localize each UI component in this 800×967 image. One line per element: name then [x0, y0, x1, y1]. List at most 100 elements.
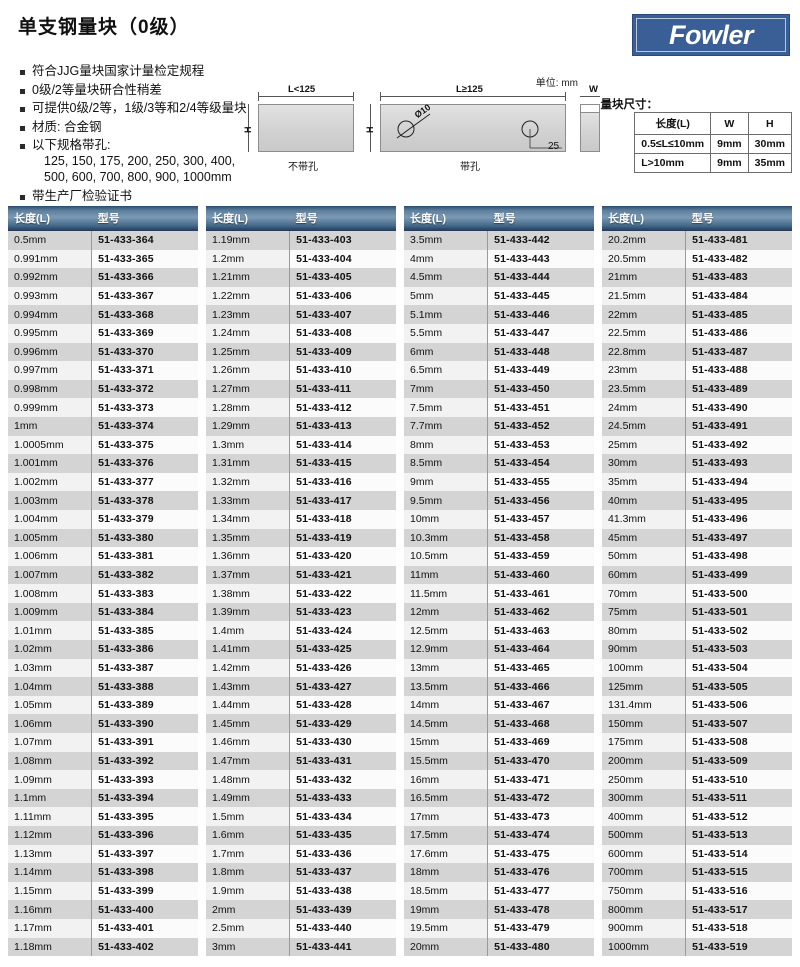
cell-model-number: 51-433-463	[487, 621, 594, 641]
table-row: 750mm 51-433-516	[602, 881, 792, 901]
cell-model-number: 51-433-394	[91, 788, 198, 808]
cell-model-number: 51-433-440	[289, 918, 396, 938]
table-row: 200mm 51-433-509	[602, 751, 792, 771]
hole-size-line-2: 500, 600, 700, 800, 900, 1000mm	[44, 170, 232, 184]
table-row: 18.5mm 51-433-477	[404, 881, 594, 901]
model-table: 长度(L) 型号 1.19mm 51-433-403 1.2mm 51-433-404 1.…	[206, 206, 396, 957]
cell-length: 3mm	[206, 937, 291, 957]
table-row: 0.996mm 51-433-370	[8, 342, 198, 362]
table-row: 20mm 51-433-480	[404, 937, 594, 957]
table-row: 0.993mm 51-433-367	[8, 286, 198, 306]
table-row: 16.5mm 51-433-472	[404, 788, 594, 808]
table-row: 1.16mm 51-433-400	[8, 900, 198, 919]
table-row: 1.004mm 51-433-379	[8, 509, 198, 529]
unit-note: 单位: mm	[535, 78, 578, 89]
cell-length: 10.3mm	[404, 528, 489, 548]
cell-model-number: 51-433-439	[289, 900, 396, 919]
table-row: 1.05mm 51-433-389	[8, 695, 198, 715]
cell-length: 4mm	[404, 249, 489, 269]
cell-model-number: 51-433-485	[685, 305, 792, 324]
model-table-column-1: 长度(L) 型号 0.5mm 51-433-364 0.991mm 51-433-365 0…	[8, 206, 198, 957]
cell-model-number: 51-433-408	[289, 323, 396, 343]
cell-model-number: 51-433-465	[487, 658, 594, 678]
cell-model-number: 51-433-368	[91, 305, 198, 324]
dim-line-horizontal-2	[380, 96, 566, 97]
table-row: 1.45mm 51-433-429	[206, 714, 396, 734]
table-row: 19mm 51-433-478	[404, 900, 594, 919]
table-row: 10.3mm 51-433-458	[404, 528, 594, 548]
cell-length: 1.14mm	[8, 863, 93, 882]
table-row: 2mm 51-433-439	[206, 900, 396, 919]
table-row: 1.36mm 51-433-420	[206, 547, 396, 566]
cell-model-number: 51-433-425	[289, 640, 396, 659]
cell-length: 150mm	[602, 714, 687, 734]
model-table-column-3: 长度(L) 型号 3.5mm 51-433-442 4mm 51-433-443 4.5mm…	[404, 206, 594, 957]
dim-line-width	[580, 96, 600, 97]
table-row: 1.06mm 51-433-390	[8, 714, 198, 734]
cell-model-number: 51-433-468	[487, 714, 594, 734]
cell-length: 1.36mm	[206, 547, 291, 566]
cell-model-number: 51-433-427	[289, 677, 396, 696]
table-row: 16mm 51-433-471	[404, 770, 594, 789]
cell-length: 60mm	[602, 565, 687, 585]
cell-model-number: 51-433-453	[487, 435, 594, 455]
cell-model-number: 51-433-422	[289, 584, 396, 603]
dims-cell-w: 9mm	[710, 134, 749, 154]
hole-offset-label: 25	[548, 141, 560, 152]
list-item: 可提供0级/2等，1级/3等和2/4等级量块	[20, 101, 265, 116]
cell-model-number: 51-433-498	[685, 547, 792, 566]
cell-length: 11.5mm	[404, 584, 489, 603]
table-row: 1.12mm 51-433-396	[8, 826, 198, 845]
cell-length: 11mm	[404, 565, 489, 585]
cell-length: 0.998mm	[8, 379, 93, 399]
table-row: 1.35mm 51-433-419	[206, 528, 396, 548]
table-row: 12.9mm 51-433-464	[404, 640, 594, 659]
column-header-length: 长度(L)	[206, 206, 290, 231]
cell-length: 25mm	[602, 435, 687, 455]
square-bullet-icon	[20, 144, 25, 149]
cell-length: 1.45mm	[206, 714, 291, 734]
cell-length: 12mm	[404, 602, 489, 622]
table-row: 23.5mm 51-433-489	[602, 379, 792, 399]
table-row: 1.5mm 51-433-434	[206, 807, 396, 826]
cell-model-number: 51-433-477	[487, 881, 594, 901]
table-row: 1.001mm 51-433-376	[8, 454, 198, 473]
table-row: L>10mm 9mm 35mm	[634, 153, 793, 173]
table-row: 1.2mm 51-433-404	[206, 249, 396, 269]
cell-model-number: 51-433-495	[685, 491, 792, 510]
cell-model-number: 51-433-467	[487, 695, 594, 715]
table-row: 3.5mm 51-433-442	[404, 231, 594, 250]
table-row: 35mm 51-433-494	[602, 472, 792, 492]
column-header-length: 长度(L)	[404, 206, 488, 231]
table-row: 1.42mm 51-433-426	[206, 658, 396, 678]
table-row: 2.5mm 51-433-440	[206, 918, 396, 938]
cell-length: 750mm	[602, 881, 687, 901]
cell-length: 1.22mm	[206, 286, 291, 306]
table-row: 12.5mm 51-433-463	[404, 621, 594, 641]
cell-length: 1.17mm	[8, 918, 93, 938]
page-title: 单支钢量块（0级）	[18, 17, 190, 38]
table-row: 22.8mm 51-433-487	[602, 342, 792, 362]
cell-model-number: 51-433-513	[685, 826, 792, 845]
cell-length: 0.992mm	[8, 268, 93, 287]
table-row: 5.5mm 51-433-447	[404, 323, 594, 343]
table-row: 1.28mm 51-433-412	[206, 398, 396, 417]
cell-model-number: 51-433-516	[685, 881, 792, 901]
cell-length: 21.5mm	[602, 286, 687, 306]
table-row: 1.43mm 51-433-427	[206, 677, 396, 696]
cell-length: 12.5mm	[404, 621, 489, 641]
cell-model-number: 51-433-452	[487, 416, 594, 436]
cell-length: 400mm	[602, 807, 687, 826]
cell-model-number: 51-433-502	[685, 621, 792, 641]
cell-length: 1.44mm	[206, 695, 291, 715]
cell-length: 175mm	[602, 733, 687, 752]
cell-model-number: 51-433-517	[685, 900, 792, 919]
cell-length: 13.5mm	[404, 677, 489, 696]
cell-model-number: 51-433-460	[487, 565, 594, 585]
table-row: 131.4mm 51-433-506	[602, 695, 792, 715]
table-row: 10mm 51-433-457	[404, 509, 594, 529]
cell-model-number: 51-433-483	[685, 268, 792, 287]
cell-length: 100mm	[602, 658, 687, 678]
cell-length: 23mm	[602, 361, 687, 380]
